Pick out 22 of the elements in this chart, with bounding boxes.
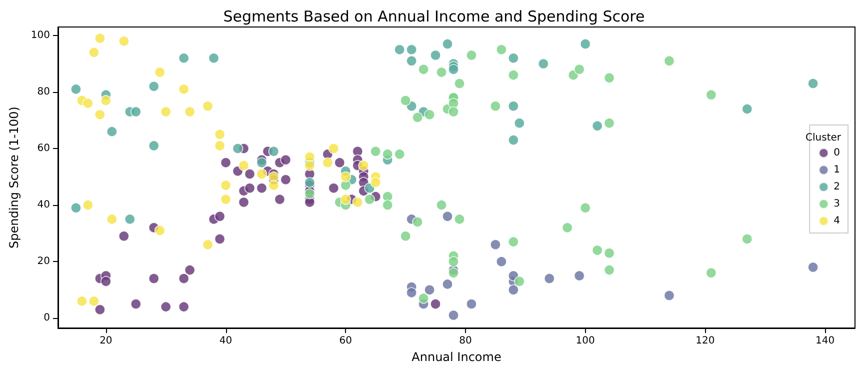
y-tick-label: 20 xyxy=(37,256,50,268)
y-tick-label: 80 xyxy=(37,86,50,98)
y-tick-label: 40 xyxy=(37,200,50,211)
x-tick-label: 100 xyxy=(576,336,595,346)
legend-label: 1 xyxy=(834,164,840,176)
chart-title: Segments Based on Annual Income and Spending Score xyxy=(223,8,645,26)
y-tick-label: 60 xyxy=(37,143,50,154)
legend-title: Cluster xyxy=(806,132,842,144)
x-tick-label: 140 xyxy=(815,336,835,346)
x-tick-label: 40 xyxy=(219,336,232,346)
x-tick-label: 20 xyxy=(100,336,112,346)
legend-label: 0 xyxy=(834,148,840,158)
x-tick-label: 60 xyxy=(339,336,352,346)
legend-label: 3 xyxy=(834,198,840,210)
y-axis-title: Spending Score (1-100) xyxy=(7,106,21,248)
x-tick-label: 120 xyxy=(696,336,715,346)
legend-label: 4 xyxy=(834,216,840,226)
legend-label: 2 xyxy=(834,182,840,192)
y-tick-label: 100 xyxy=(30,30,50,41)
x-axis-title: Annual Income xyxy=(412,350,502,364)
y-tick-label: 0 xyxy=(44,312,50,324)
x-tick-label: 80 xyxy=(459,336,472,346)
